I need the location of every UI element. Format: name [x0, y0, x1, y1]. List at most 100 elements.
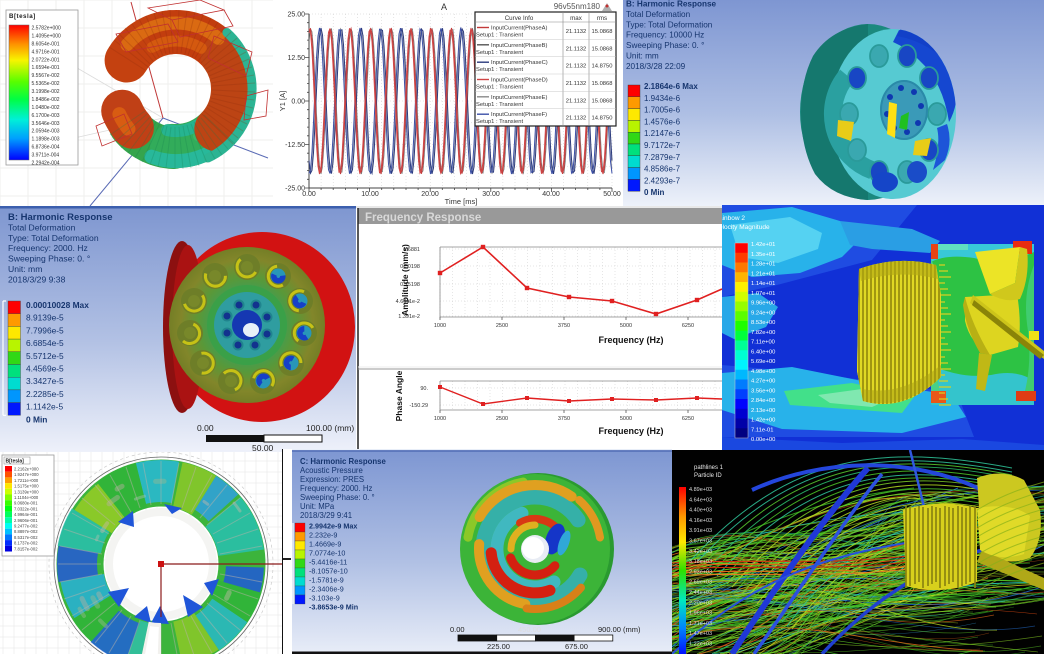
svg-text:9.96e+00: 9.96e+00 — [751, 301, 775, 307]
svg-text:1.4095e+000: 1.4095e+000 — [32, 33, 62, 39]
svg-text:Setup1 : Transient: Setup1 : Transient — [476, 102, 523, 108]
svg-text:1.1104e+000: 1.1104e+000 — [14, 495, 39, 500]
svg-text:10.00: 10.00 — [361, 191, 379, 198]
svg-text:9.5567e-002: 9.5567e-002 — [32, 73, 60, 79]
svg-text:1.391e-2: 1.391e-2 — [398, 314, 420, 320]
svg-text:900.00 (mm): 900.00 (mm) — [598, 625, 641, 634]
svg-text:1.3139e+000: 1.3139e+000 — [14, 489, 39, 494]
svg-text:Setup1 : Transient: Setup1 : Transient — [476, 33, 523, 39]
svg-text:1.2147e-6: 1.2147e-6 — [644, 129, 681, 138]
svg-text:21.1132: 21.1132 — [566, 81, 587, 87]
svg-text:-5.4416e-11: -5.4416e-11 — [309, 558, 347, 567]
svg-text:4.9716e-001: 4.9716e-001 — [32, 49, 60, 55]
svg-text:6250: 6250 — [682, 416, 694, 422]
svg-text:5.5712e-5: 5.5712e-5 — [26, 351, 64, 361]
svg-text:1.4576e-6: 1.4576e-6 — [644, 117, 681, 126]
svg-text:1.7005e-6: 1.7005e-6 — [644, 106, 681, 115]
svg-text:InputCurrent(PhaseF): InputCurrent(PhaseF) — [491, 112, 547, 118]
svg-text:8.5317e-002: 8.5317e-002 — [14, 535, 38, 540]
svg-text:1.42e+00: 1.42e+00 — [751, 418, 775, 424]
svg-text:2500: 2500 — [496, 323, 508, 329]
svg-text:0 Min: 0 Min — [644, 188, 665, 197]
svg-text:2018/3/28 22:09: 2018/3/28 22:09 — [626, 62, 686, 71]
svg-text:1000: 1000 — [434, 323, 446, 329]
svg-text:Unit: mm: Unit: mm — [8, 264, 42, 274]
svg-text:15.0868: 15.0868 — [592, 29, 613, 35]
svg-text:21.1132: 21.1132 — [566, 116, 587, 122]
svg-text:3.42e+03: 3.42e+03 — [689, 549, 712, 555]
svg-text:30.00: 30.00 — [482, 191, 500, 198]
svg-text:4.98e+00: 4.98e+00 — [751, 369, 775, 375]
svg-text:1.1142e-5: 1.1142e-5 — [26, 402, 63, 412]
svg-text:1.35e+01: 1.35e+01 — [751, 252, 775, 258]
svg-text:2.69e+03: 2.69e+03 — [689, 580, 712, 586]
svg-text:7.7996e-5: 7.7996e-5 — [26, 325, 64, 335]
svg-text:2500: 2500 — [496, 416, 508, 422]
svg-text:elocity Magnitude: elocity Magnitude — [722, 224, 770, 231]
svg-text:1.4669e-9: 1.4669e-9 — [309, 540, 341, 549]
svg-text:Setup1 : Transient: Setup1 : Transient — [476, 67, 523, 73]
svg-text:4.9964e-001: 4.9964e-001 — [14, 512, 38, 517]
svg-text:pathlines 1: pathlines 1 — [694, 465, 724, 471]
svg-text:Frequency Response: Frequency Response — [365, 212, 481, 224]
svg-text:7.11e+00: 7.11e+00 — [751, 340, 775, 346]
svg-text:15.0868: 15.0868 — [592, 81, 613, 87]
svg-text:6.6854e-5: 6.6854e-5 — [26, 338, 64, 348]
svg-text:7.8157e-002: 7.8157e-002 — [14, 546, 38, 551]
svg-text:Sweeping Phase: 0. °: Sweeping Phase: 0. ° — [626, 41, 704, 50]
svg-text:A: A — [441, 2, 447, 12]
svg-text:96v55nm180: 96v55nm180 — [554, 2, 601, 11]
svg-text:Time [ms]: Time [ms] — [445, 197, 478, 206]
svg-text:20.00: 20.00 — [421, 191, 439, 198]
svg-text:-25.00: -25.00 — [285, 186, 305, 193]
svg-text:675.00: 675.00 — [565, 642, 588, 651]
svg-text:Phase Angle: Phase Angle — [394, 370, 404, 421]
svg-text:7.0322e-001: 7.0322e-001 — [14, 506, 38, 511]
svg-text:InputCurrent(PhaseC): InputCurrent(PhaseC) — [491, 60, 548, 66]
svg-text:7.2879e-7: 7.2879e-7 — [644, 153, 681, 162]
svg-text:Unit: MPa: Unit: MPa — [300, 502, 335, 511]
svg-text:2.4293e-7: 2.4293e-7 — [644, 176, 681, 185]
svg-text:2.2942e-004: 2.2942e-004 — [32, 161, 60, 167]
svg-text:2.20e+03: 2.20e+03 — [689, 600, 712, 606]
svg-text:0 Min: 0 Min — [26, 414, 47, 424]
svg-text:3.67e+03: 3.67e+03 — [689, 539, 712, 545]
svg-text:15.0868: 15.0868 — [592, 46, 613, 52]
svg-text:3.18e+03: 3.18e+03 — [689, 559, 712, 565]
svg-text:1.1898e-003: 1.1898e-003 — [32, 137, 60, 143]
svg-text:4.8586e-7: 4.8586e-7 — [644, 165, 681, 174]
svg-text:2.232e-9: 2.232e-9 — [309, 531, 337, 540]
svg-text:0.00e+00: 0.00e+00 — [751, 437, 775, 443]
svg-text:Curve Info: Curve Info — [505, 15, 534, 22]
svg-text:Setup1 : Transient: Setup1 : Transient — [476, 50, 523, 56]
svg-text:7.11e-01: 7.11e-01 — [751, 427, 773, 433]
svg-text:Expression: PRES: Expression: PRES — [300, 475, 364, 484]
svg-text:8.9139e-5: 8.9139e-5 — [26, 313, 64, 323]
svg-text:1.07e+01: 1.07e+01 — [751, 291, 775, 297]
svg-text:C: Harmonic Response: C: Harmonic Response — [300, 457, 386, 466]
svg-text:Acoustic Pressure: Acoustic Pressure — [300, 466, 363, 475]
svg-text:450.00: 450.00 — [518, 625, 541, 634]
svg-text:1.6881: 1.6881 — [403, 247, 420, 253]
svg-text:1.42e+01: 1.42e+01 — [751, 242, 775, 248]
svg-text:2.5782e+000: 2.5782e+000 — [32, 26, 62, 32]
svg-text:6.1700e-003: 6.1700e-003 — [32, 113, 60, 119]
svg-text:7.0774e-10: 7.0774e-10 — [309, 549, 345, 558]
svg-text:3.91e+03: 3.91e+03 — [689, 528, 712, 534]
svg-text:7.82e+00: 7.82e+00 — [751, 330, 775, 336]
svg-text:2.0594e-003: 2.0594e-003 — [32, 129, 60, 135]
svg-text:2.44e+03: 2.44e+03 — [689, 590, 712, 596]
svg-text:Frequency: 2000. Hz: Frequency: 2000. Hz — [8, 243, 88, 253]
svg-text:3750: 3750 — [558, 323, 570, 329]
svg-text:50.00: 50.00 — [603, 191, 621, 198]
svg-text:InputCurrent(PhaseE): InputCurrent(PhaseE) — [491, 95, 547, 101]
svg-text:14.8750: 14.8750 — [592, 116, 613, 122]
svg-text:14.8750: 14.8750 — [592, 64, 613, 70]
svg-text:Frequency (Hz): Frequency (Hz) — [598, 335, 663, 345]
svg-text:Total Deformation: Total Deformation — [8, 222, 76, 232]
svg-text:225.00: 225.00 — [487, 642, 510, 651]
svg-text:2018/3/29 9:38: 2018/3/29 9:38 — [8, 274, 66, 284]
svg-text:4.27e+00: 4.27e+00 — [751, 379, 775, 385]
svg-text:Total Deformation: Total Deformation — [626, 10, 691, 19]
svg-text:Frequency: 10000 Hz: Frequency: 10000 Hz — [626, 31, 704, 40]
